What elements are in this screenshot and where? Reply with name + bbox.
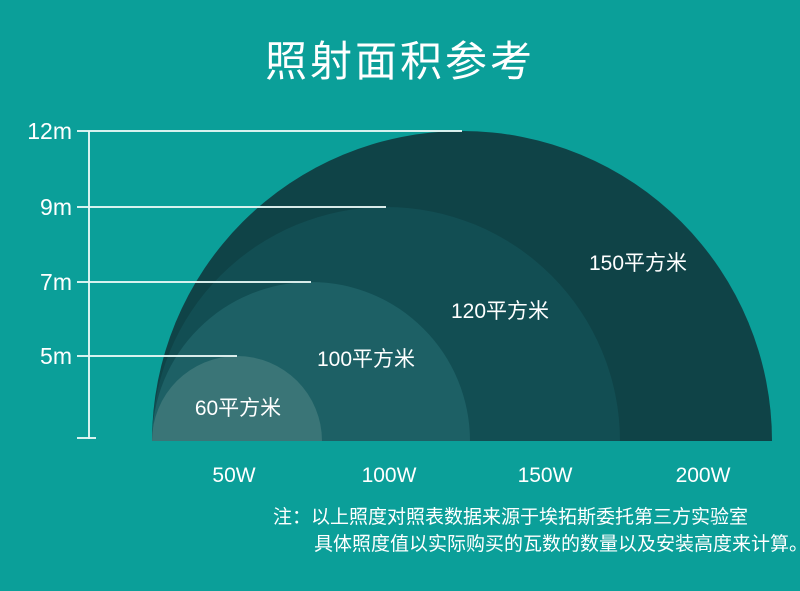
footnote-line-1: 注：以上照度对照表数据来源于埃拓斯委托第三方实验室 [273, 504, 800, 531]
wattage-label-50W: 50W [212, 464, 256, 487]
y-axis-line [88, 131, 90, 439]
footnote: 注：以上照度对照表数据来源于埃拓斯委托第三方实验室 具体照度值以实际购买的瓦数的… [273, 504, 800, 558]
chart-plot-area: 5m 60平方米 7m 100平方米 9m 120平方米 12m 150平方米 [27, 118, 772, 441]
footnote-prefix: 注： [273, 507, 312, 528]
wattage-label-200W: 200W [675, 464, 731, 487]
area-label-150sqm: 150平方米 [588, 252, 688, 275]
y-tick-label-5m: 5m [40, 343, 72, 369]
y-tick-label-9m: 9m [40, 194, 72, 220]
gridline-7m [77, 281, 311, 283]
y-tick-label-12m: 12m [27, 118, 72, 144]
area-label-100sqm: 100平方米 [316, 348, 416, 371]
wattage-label-100W: 100W [361, 464, 417, 487]
y-tick-label-7m: 7m [40, 269, 72, 295]
area-label-120sqm: 120平方米 [450, 300, 550, 323]
wattage-label-150W: 150W [517, 464, 573, 487]
footnote-line-2: 具体照度值以实际购买的瓦数的数量以及安装高度来计算。 [314, 534, 800, 555]
footnote-text-1: 以上照度对照表数据来源于埃拓斯委托第三方实验室 [311, 507, 749, 528]
gridline-9m [77, 206, 386, 208]
gridline-12m [77, 130, 462, 132]
page-title: 照射面积参考 [264, 38, 535, 85]
gridline-5m [77, 355, 237, 357]
area-label-60sqm: 60平方米 [194, 397, 282, 420]
y-axis-end-tick [77, 437, 96, 439]
